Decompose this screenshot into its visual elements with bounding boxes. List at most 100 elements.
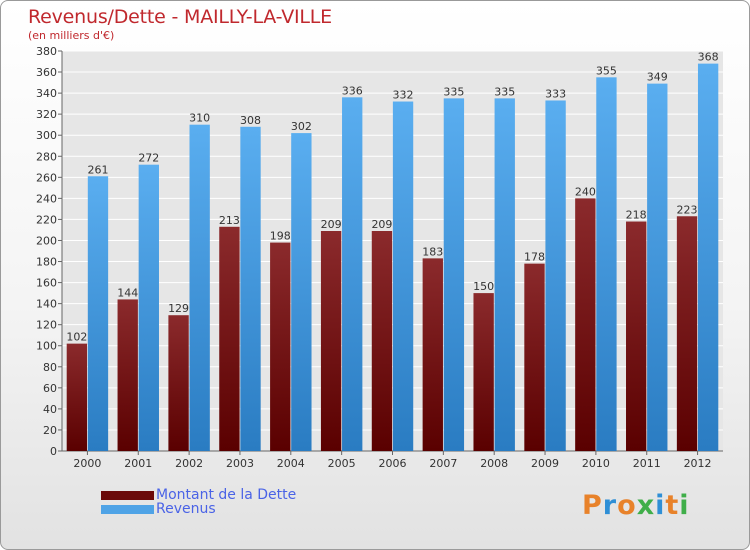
bar-dette bbox=[626, 221, 647, 451]
bar-revenus bbox=[545, 100, 566, 451]
bar-revenus bbox=[392, 101, 414, 452]
y-tick-label: 0 bbox=[50, 445, 57, 458]
legend-label-dette: Montant de la Dette bbox=[156, 487, 297, 503]
data-label-revenus: 335 bbox=[443, 85, 464, 98]
bar-dette bbox=[270, 242, 291, 451]
y-tick-label: 40 bbox=[43, 403, 57, 416]
bar-dette bbox=[473, 293, 494, 451]
bar-dette bbox=[422, 258, 443, 451]
bar-revenus bbox=[596, 77, 617, 451]
data-label-dette: 209 bbox=[371, 218, 392, 231]
chart-subtitle: (en milliers d'€) bbox=[28, 29, 115, 42]
logo-letter: t bbox=[665, 490, 680, 521]
data-label-revenus: 332 bbox=[393, 89, 414, 102]
data-label-dette: 218 bbox=[626, 209, 647, 222]
y-tick-label: 360 bbox=[36, 66, 57, 79]
x-tick-label: 2008 bbox=[480, 457, 508, 470]
y-tick-label: 200 bbox=[36, 234, 57, 247]
y-tick-label: 260 bbox=[36, 171, 57, 184]
data-label-revenus: 302 bbox=[291, 120, 312, 133]
chart-title: Revenus/Dette - MAILLY-LA-VILLE bbox=[28, 6, 332, 28]
y-tick-label: 300 bbox=[36, 129, 57, 142]
y-tick-label: 140 bbox=[36, 298, 57, 311]
data-label-revenus: 349 bbox=[647, 71, 668, 84]
x-tick-label: 2010 bbox=[582, 457, 610, 470]
data-label-dette: 178 bbox=[524, 251, 545, 264]
legend-label-revenus: Revenus bbox=[156, 501, 216, 517]
x-tick-label: 2011 bbox=[633, 457, 661, 470]
logo-letter: i bbox=[679, 490, 690, 521]
logo-letter: r bbox=[602, 490, 618, 521]
data-label-revenus: 272 bbox=[138, 152, 159, 165]
x-tick-label: 2007 bbox=[429, 457, 457, 470]
bar-revenus bbox=[138, 164, 159, 451]
y-tick-label: 20 bbox=[43, 424, 57, 437]
data-label-revenus: 308 bbox=[240, 114, 261, 127]
bar-dette bbox=[66, 343, 88, 451]
data-label-dette: 213 bbox=[219, 214, 240, 227]
data-label-dette: 209 bbox=[321, 218, 342, 231]
data-label-revenus: 335 bbox=[494, 85, 515, 98]
x-tick-label: 2004 bbox=[277, 457, 305, 470]
data-label-revenus: 333 bbox=[545, 87, 566, 100]
data-label-dette: 240 bbox=[575, 185, 596, 198]
bar-dette bbox=[168, 315, 189, 451]
data-label-dette: 198 bbox=[270, 230, 291, 243]
x-tick-label: 2012 bbox=[684, 457, 712, 470]
bar-revenus bbox=[647, 83, 668, 451]
x-tick-label: 2009 bbox=[531, 457, 559, 470]
data-label-dette: 150 bbox=[473, 280, 494, 293]
data-label-dette: 144 bbox=[117, 286, 138, 299]
bar-dette bbox=[575, 198, 596, 451]
y-tick-label: 60 bbox=[43, 382, 57, 395]
legend-swatch-dette bbox=[101, 491, 154, 500]
logo-letter: P bbox=[582, 490, 603, 521]
x-tick-label: 2000 bbox=[73, 457, 101, 470]
logo-letter: i bbox=[655, 490, 666, 521]
proxiti-logo: Proxiti bbox=[582, 490, 690, 521]
y-tick-label: 220 bbox=[36, 213, 57, 226]
bar-revenus bbox=[342, 97, 363, 451]
y-tick-label: 280 bbox=[36, 150, 57, 163]
bar-dette bbox=[371, 231, 393, 451]
x-tick-label: 2003 bbox=[226, 457, 254, 470]
bar-dette bbox=[676, 216, 698, 451]
legend-swatch-revenus bbox=[101, 505, 154, 514]
bar-revenus bbox=[87, 176, 109, 451]
bar-dette bbox=[117, 299, 138, 451]
logo-letter: o bbox=[617, 490, 637, 521]
data-label-dette: 223 bbox=[677, 203, 698, 216]
data-label-dette: 183 bbox=[422, 245, 443, 258]
data-label-revenus: 336 bbox=[342, 84, 363, 97]
y-tick-label: 160 bbox=[36, 277, 57, 290]
bar-revenus bbox=[240, 126, 261, 451]
data-label-revenus: 368 bbox=[698, 51, 719, 64]
bar-dette bbox=[320, 231, 342, 451]
plot-area bbox=[62, 51, 723, 451]
bar-revenus bbox=[494, 98, 515, 452]
x-tick-label: 2005 bbox=[328, 457, 356, 470]
y-tick-label: 380 bbox=[36, 45, 57, 58]
data-label-dette: 129 bbox=[168, 302, 189, 315]
x-tick-label: 2006 bbox=[379, 457, 407, 470]
data-label-dette: 102 bbox=[66, 331, 87, 344]
y-tick-label: 100 bbox=[36, 340, 57, 353]
y-tick-label: 320 bbox=[36, 108, 57, 121]
bar-dette bbox=[219, 226, 240, 451]
data-label-revenus: 261 bbox=[87, 163, 108, 176]
bar-revenus bbox=[697, 63, 719, 451]
logo-letter: x bbox=[636, 490, 656, 521]
bar-dette bbox=[524, 263, 545, 451]
bar-revenus bbox=[291, 133, 312, 451]
data-label-revenus: 310 bbox=[189, 112, 210, 125]
bar-revenus bbox=[189, 124, 210, 452]
y-tick-label: 120 bbox=[36, 319, 57, 332]
x-tick-label: 2001 bbox=[124, 457, 152, 470]
y-tick-label: 240 bbox=[36, 192, 57, 205]
y-tick-label: 340 bbox=[36, 87, 57, 100]
x-tick-label: 2002 bbox=[175, 457, 203, 470]
bar-revenus bbox=[443, 98, 465, 452]
data-label-revenus: 355 bbox=[596, 64, 617, 77]
